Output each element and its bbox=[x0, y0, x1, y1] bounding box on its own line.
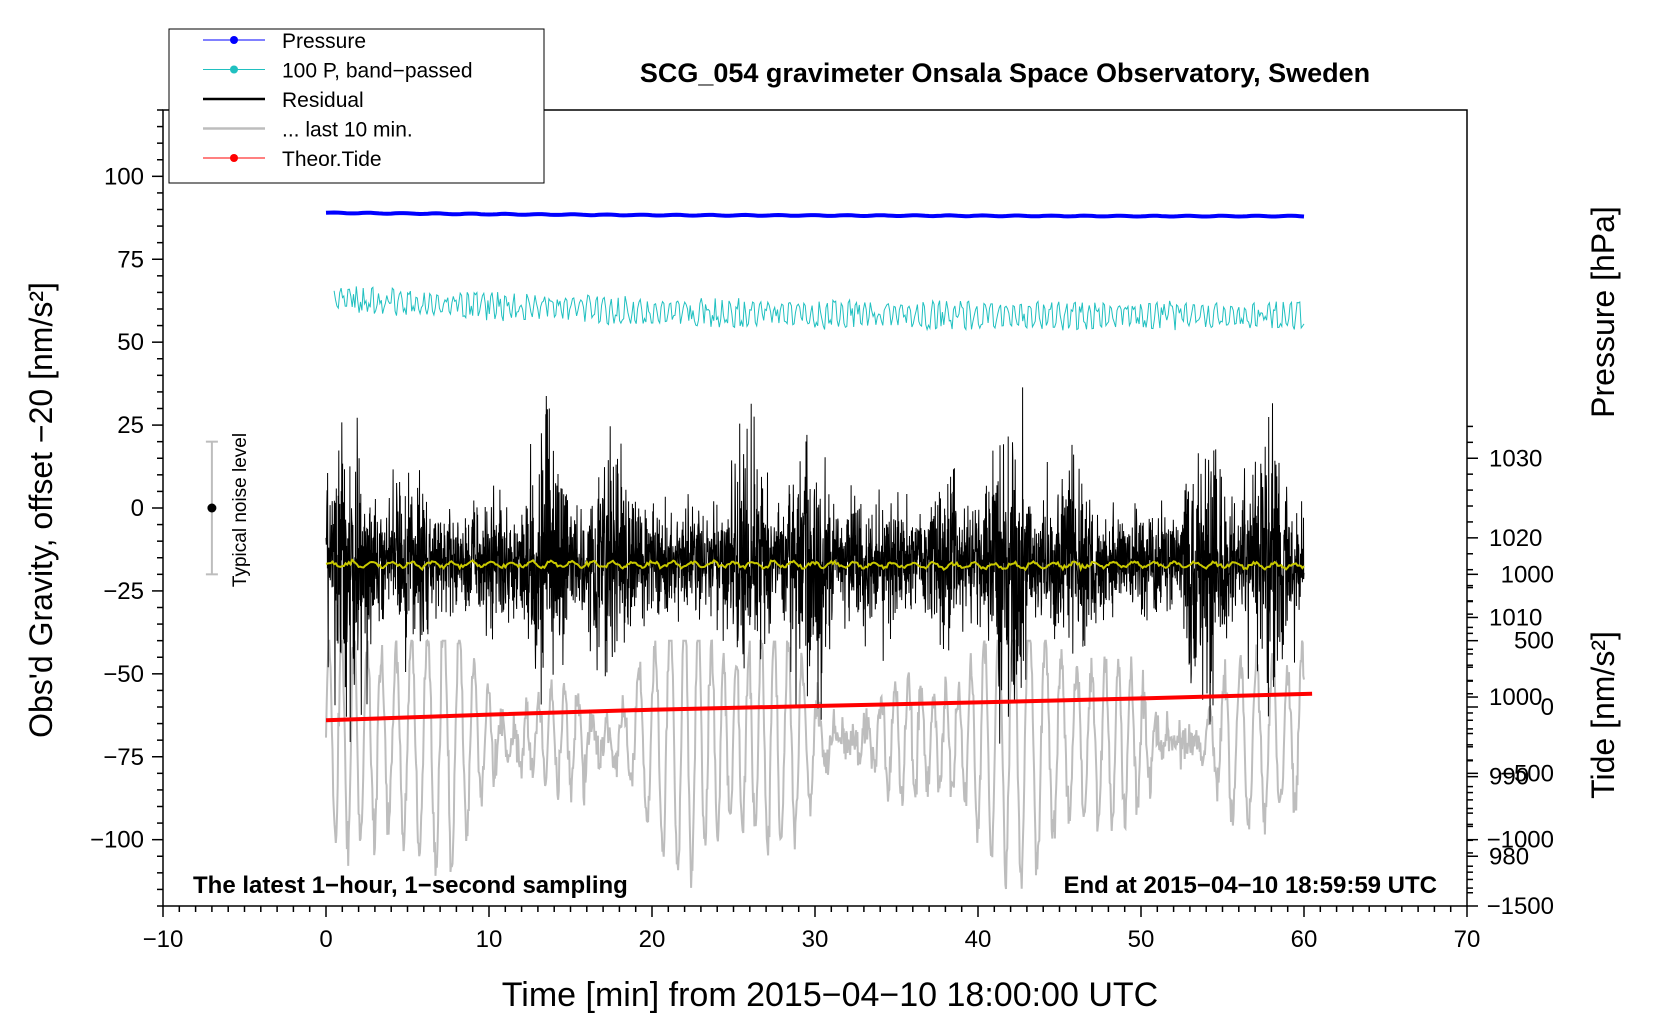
y-axis-label-left: Obs'd Gravity, offset −20 [nm/s²] bbox=[23, 282, 59, 738]
noise-bar bbox=[205, 440, 218, 576]
y-tide-tick-label: −500 bbox=[1500, 760, 1554, 787]
x-tick-label: 60 bbox=[1291, 926, 1318, 953]
y-left-tick-label: 0 bbox=[131, 495, 144, 522]
legend: Pressure 100 P, band−passed Residual ... la… bbox=[168, 28, 545, 184]
y-pressure-tick-label: 990 bbox=[1489, 764, 1529, 791]
y-pressure-tick-label: 1030 bbox=[1489, 445, 1542, 472]
legend-marker bbox=[230, 65, 238, 74]
annotation-bottom-right: End at 2015−04−10 18:59:59 UTC bbox=[1063, 872, 1437, 899]
series-pressure-line bbox=[325, 210, 1305, 219]
y-pressure-tick-label: 1020 bbox=[1489, 525, 1542, 552]
y-tide-tick-label: 0 bbox=[1541, 694, 1554, 721]
y-pressure-tick-label: 980 bbox=[1489, 843, 1529, 870]
x-tick-label: 70 bbox=[1454, 926, 1481, 953]
y-pressure-tick-label: 1000 bbox=[1489, 684, 1542, 711]
y-left-tick-label: −50 bbox=[103, 661, 144, 688]
x-tick-label: 30 bbox=[802, 926, 829, 953]
y-pressure-tick-label: 1010 bbox=[1489, 604, 1542, 631]
legend-label: Pressure bbox=[282, 30, 366, 53]
series-residual-line bbox=[325, 387, 1305, 744]
x-tick-label: 50 bbox=[1128, 926, 1155, 953]
series-theoretical-tide-line bbox=[325, 691, 1313, 723]
y-left-tick-label: 25 bbox=[117, 412, 144, 439]
y-left-tick-label: 50 bbox=[117, 329, 144, 356]
y-left-tick-label: −25 bbox=[103, 578, 144, 605]
legend-label: Residual bbox=[282, 89, 364, 112]
legend-label: ... last 10 min. bbox=[282, 119, 413, 142]
x-tick-label: −10 bbox=[143, 926, 184, 953]
legend-label: Theor.Tide bbox=[282, 148, 382, 171]
x-tick-label: 20 bbox=[639, 926, 666, 953]
legend-label: 100 P, band−passed bbox=[282, 60, 473, 83]
tick-layer: −10 0 10 20 30 40 50 60 701007550250−25−50−75−10… bbox=[90, 109, 1554, 953]
y-tide-tick-label: −1500 bbox=[1487, 893, 1554, 920]
x-tick-label: 40 bbox=[965, 926, 992, 953]
x-axis-label: Time [min] from 2015−04−10 18:00:00 UTC bbox=[502, 976, 1158, 1014]
y-tide-tick-label: 500 bbox=[1514, 628, 1554, 655]
x-tick-label: 0 bbox=[319, 926, 332, 953]
legend-marker bbox=[230, 154, 238, 162]
noise-bar-center-dot bbox=[207, 503, 217, 513]
y-axis-label-tide: Tide [nm/s²] bbox=[1585, 631, 1621, 799]
series-pressure-bandpassed-line bbox=[333, 286, 1305, 332]
y-axis-label-pressure: Pressure [hPa] bbox=[1585, 206, 1621, 418]
y-left-tick-label: 100 bbox=[104, 163, 144, 190]
y-left-tick-label: 75 bbox=[117, 246, 144, 273]
y-tide-tick-label: −1000 bbox=[1487, 827, 1554, 854]
series-residual-mean-line bbox=[325, 558, 1305, 573]
series-last-10-min-line bbox=[325, 638, 1305, 890]
annotation-bottom-left: The latest 1−hour, 1−second sampling bbox=[193, 872, 628, 899]
noise-bar-label: Typical noise level bbox=[230, 433, 251, 587]
y-left-tick-label: −75 bbox=[103, 744, 144, 771]
series-layer bbox=[325, 210, 1313, 890]
chart-title: SCG_054 gravimeter Onsala Space Observat… bbox=[640, 58, 1370, 88]
y-left-tick-label: −100 bbox=[90, 827, 144, 854]
x-tick-label: 10 bbox=[476, 926, 503, 953]
legend-marker bbox=[230, 36, 238, 44]
y-tide-tick-label: 1000 bbox=[1501, 561, 1554, 588]
